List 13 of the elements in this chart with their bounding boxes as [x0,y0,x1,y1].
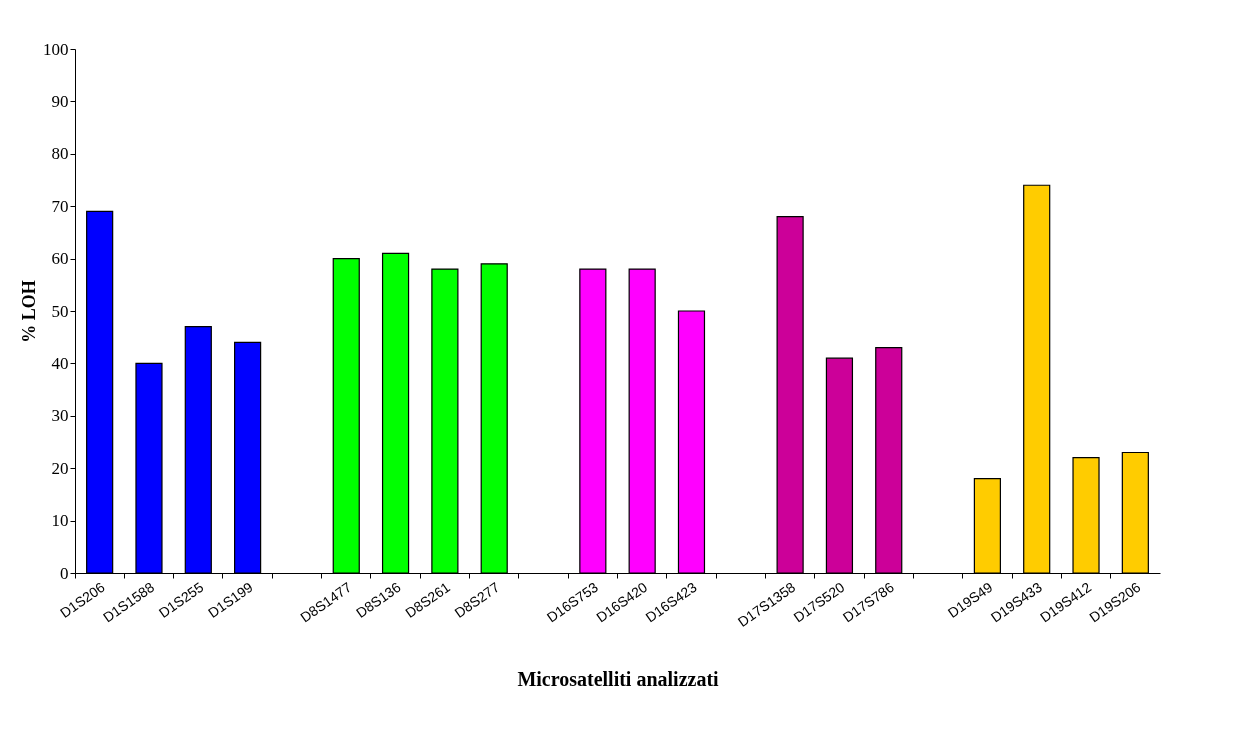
y-axis-title: % LOH [19,280,39,343]
y-tick-label: 90 [51,91,69,111]
y-tick-label: 20 [51,458,69,478]
y-tick-label: 50 [51,301,69,321]
y-tick-label: 60 [51,249,69,269]
y-tick-label: 10 [51,511,69,531]
y-tick-label: 70 [51,196,69,216]
y-tick-label: 80 [51,144,69,164]
y-tick-label: 30 [51,406,69,426]
y-tick-label: 40 [51,353,69,373]
y-tick-label: 0 [60,563,69,583]
x-axis-title: Microsatelliti analizzati [517,667,720,690]
y-tick-label: 100 [43,39,69,59]
